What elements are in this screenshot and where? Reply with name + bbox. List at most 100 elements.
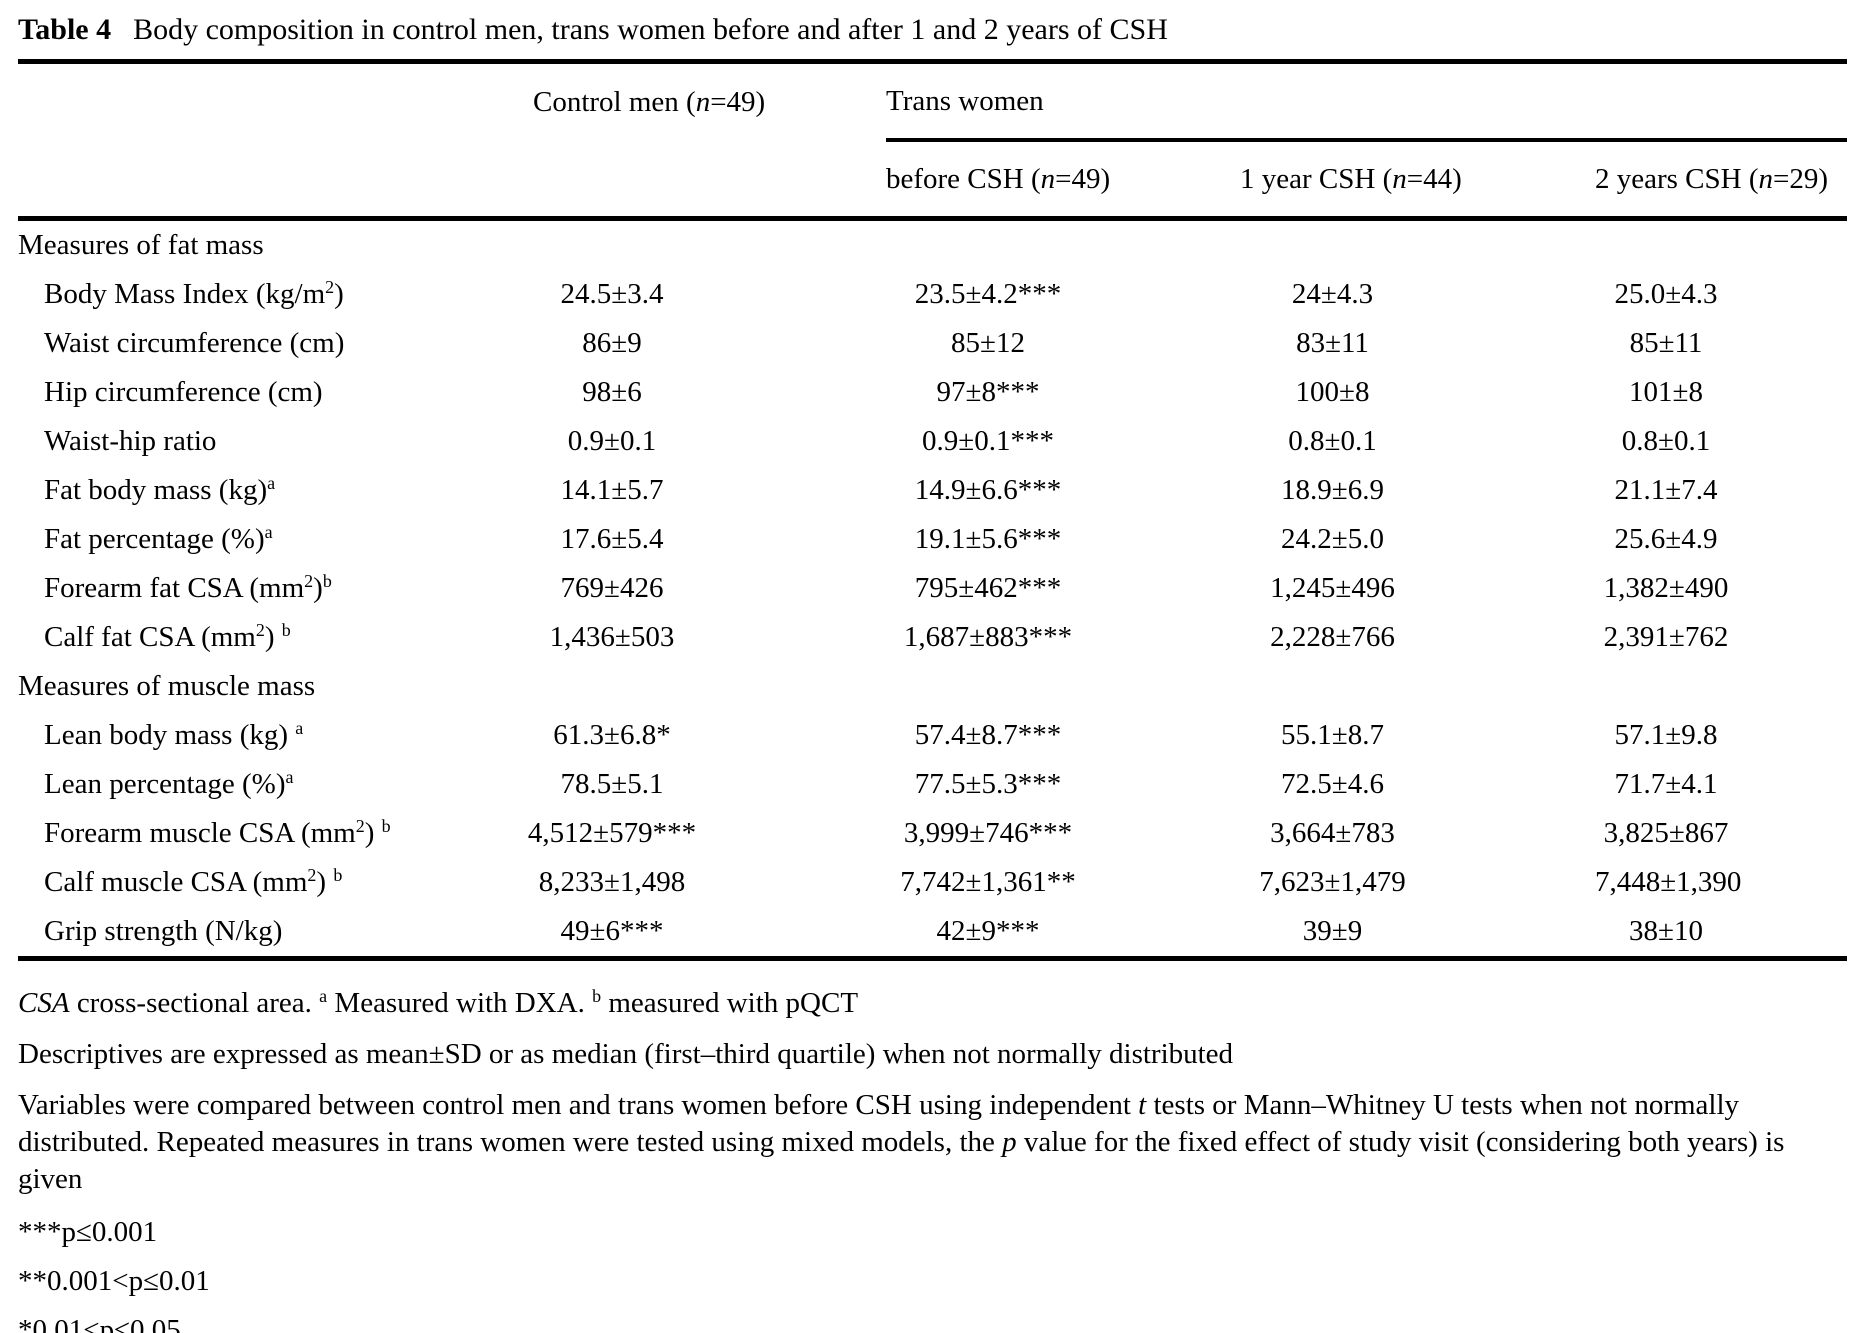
value-2-years-csh: 57.1±9.8: [1614, 719, 1718, 751]
row-label: Grip strength (N/kg): [18, 907, 518, 961]
value-1-year-csh: 3,664±783: [1270, 817, 1395, 849]
row-label: Lean percentage (%)a: [44, 767, 294, 800]
column-header-1-year-csh: 1 year CSH (n=44): [1240, 140, 1595, 221]
table-row: Lean percentage (%)a 78.5±5.1 77.5±5.3*** 7…: [18, 760, 1847, 809]
value-2-years-csh: 0.8±0.1: [1621, 425, 1711, 457]
value-control-men: 8,233±1,498: [538, 866, 686, 898]
value-control-men: 1,436±503: [549, 621, 675, 653]
value-1-year-csh: 24.2±5.0: [1281, 523, 1384, 555]
value-1-year-csh: 100±8: [1295, 376, 1370, 408]
value-2-years-csh: 1,382±490: [1603, 572, 1729, 604]
value-1-year-csh: 83±11: [1296, 327, 1369, 359]
value-2-years-csh: 25.6±4.9: [1614, 523, 1718, 555]
row-label: Lean body mass (kg) a: [44, 718, 304, 751]
value-2-years-csh: 3,825±867: [1603, 817, 1729, 849]
table-caption-label: Table 4: [18, 13, 112, 46]
column-header-2-years-csh: 2 years CSH (n=29): [1595, 140, 1847, 221]
row-label: Waist-hip ratio: [44, 425, 217, 457]
value-before-csh: 14.9±6.6***: [914, 474, 1062, 506]
significance-note-two-stars: **0.001<p≤0.01: [18, 1265, 210, 1297]
table-row: Calf fat CSA (mm2) b 1,436±503 1,687±883**…: [18, 613, 1847, 662]
footnote-descriptives: Descriptives are expressed as mean±SD or…: [18, 1038, 1234, 1070]
column-header-trans-women: Trans women: [886, 61, 1847, 142]
empty-header-cell: [18, 140, 518, 221]
row-label: Calf muscle CSA (mm2) b: [44, 865, 343, 898]
value-control-men: 49±6***: [518, 907, 886, 961]
value-1-year-csh: 1,245±496: [1270, 572, 1395, 604]
row-label: Waist circumference (cm): [44, 327, 345, 359]
value-before-csh: 85±12: [951, 327, 1025, 359]
value-1-year-csh: 39±9: [1240, 907, 1595, 961]
table-row: Forearm muscle CSA (mm2) b 4,512±579*** 3,…: [18, 809, 1847, 858]
value-2-years-csh: 7,448±1,390: [1595, 866, 1742, 898]
row-label: Forearm muscle CSA (mm2) b: [44, 816, 391, 849]
value-control-men: 0.9±0.1: [567, 425, 657, 457]
row-label: Fat percentage (%)a: [44, 522, 273, 555]
value-2-years-csh: 38±10: [1595, 907, 1847, 961]
significance-note-three-stars: ***p≤0.001: [18, 1216, 158, 1248]
value-before-csh: 42±9***: [886, 907, 1240, 961]
value-1-year-csh: 24±4.3: [1291, 278, 1374, 310]
value-before-csh: 57.4±8.7***: [914, 719, 1062, 751]
row-label: Calf fat CSA (mm2) b: [44, 620, 291, 653]
section-heading: Measures of muscle mass: [18, 670, 316, 702]
row-label: Fat body mass (kg)a: [44, 473, 276, 506]
section-row: Measures of muscle mass: [18, 662, 1847, 711]
row-label: Body Mass Index (kg/m2): [44, 277, 344, 310]
table-caption: Table 4 Body composition in control men, …: [18, 0, 1847, 48]
table-row: Waist-hip ratio 0.9±0.1 0.9±0.1*** 0.8±0.1 0…: [18, 417, 1847, 466]
value-before-csh: 97±8***: [936, 376, 1040, 408]
value-before-csh: 7,742±1,361**: [900, 866, 1076, 898]
footnote-abbreviations: CSA cross-sectional area. a Measured wit…: [18, 986, 859, 1019]
value-control-men: 86±9: [582, 327, 642, 359]
value-1-year-csh: 2,228±766: [1270, 621, 1395, 653]
table-header: Control men (n=49) Trans women before CS…: [18, 61, 1847, 221]
table-row: Fat percentage (%)a 17.6±5.4 19.1±5.6*** 24…: [18, 515, 1847, 564]
value-1-year-csh: 0.8±0.1: [1288, 425, 1377, 457]
value-before-csh: 77.5±5.3***: [914, 768, 1062, 800]
value-before-csh: 0.9±0.1***: [922, 425, 1054, 457]
table-body: Measures of fat mass Body Mass Index (kg/…: [18, 219, 1847, 961]
value-2-years-csh: 25.0±4.3: [1614, 278, 1718, 310]
table-row: Calf muscle CSA (mm2) b 8,233±1,498 7,742±…: [18, 858, 1847, 907]
table-row: Hip circumference (cm) 98±6 97±8*** 100±8 10…: [18, 368, 1847, 417]
value-2-years-csh: 2,391±762: [1603, 621, 1729, 653]
value-2-years-csh: 101±8: [1629, 376, 1703, 408]
value-before-csh: 3,999±746***: [903, 817, 1073, 849]
table-footnotes: CSA cross-sectional area. a Measured wit…: [18, 985, 1847, 1333]
footnote-statistics: Variables were compared between control …: [18, 1089, 1785, 1195]
value-control-men: 78.5±5.1: [560, 768, 664, 800]
value-before-csh: 795±462***: [914, 572, 1062, 604]
section-heading: Measures of fat mass: [18, 229, 264, 261]
table-row: Fat body mass (kg)a 14.1±5.7 14.9±6.6*** 18…: [18, 466, 1847, 515]
value-1-year-csh: 72.5±4.6: [1281, 768, 1384, 800]
table-row: Forearm fat CSA (mm2)b 769±426 795±462*** 1…: [18, 564, 1847, 613]
value-before-csh: 19.1±5.6***: [914, 523, 1062, 555]
sub-header-row: before CSH (n=49) 1 year CSH (n=44) 2 ye…: [18, 140, 1847, 221]
value-control-men: 24.5±3.4: [560, 278, 664, 310]
table-row: Waist circumference (cm) 86±9 85±12 83±11 85…: [18, 319, 1847, 368]
column-header-control-men: Control men (n=49): [533, 85, 766, 118]
section-row: Measures of fat mass: [18, 219, 1847, 271]
table-row: Lean body mass (kg) a 61.3±6.8* 57.4±8.7**…: [18, 711, 1847, 760]
column-header-before-csh: before CSH (n=49): [886, 140, 1240, 221]
value-control-men: 17.6±5.4: [560, 523, 664, 555]
row-label: Hip circumference (cm): [44, 376, 323, 408]
value-control-men: 98±6: [582, 376, 642, 408]
value-before-csh: 1,687±883***: [903, 621, 1073, 653]
value-2-years-csh: 85±11: [1629, 327, 1703, 359]
value-2-years-csh: 21.1±7.4: [1614, 474, 1718, 506]
empty-header-cell: [518, 140, 886, 221]
body-composition-table: Control men (n=49) Trans women before CS…: [18, 59, 1847, 961]
value-1-year-csh: 7,623±1,479: [1259, 866, 1406, 898]
value-control-men: 61.3±6.8*: [553, 719, 671, 751]
value-1-year-csh: 55.1±8.7: [1281, 719, 1384, 751]
value-2-years-csh: 71.7±4.1: [1614, 768, 1718, 800]
row-label: Forearm fat CSA (mm2)b: [44, 571, 332, 604]
value-before-csh: 23.5±4.2***: [914, 278, 1062, 310]
value-control-men: 769±426: [560, 572, 664, 604]
empty-header-cell: [18, 62, 518, 141]
value-1-year-csh: 18.9±6.9: [1281, 474, 1384, 506]
table-caption-text: Body composition in control men, trans w…: [133, 13, 1168, 46]
